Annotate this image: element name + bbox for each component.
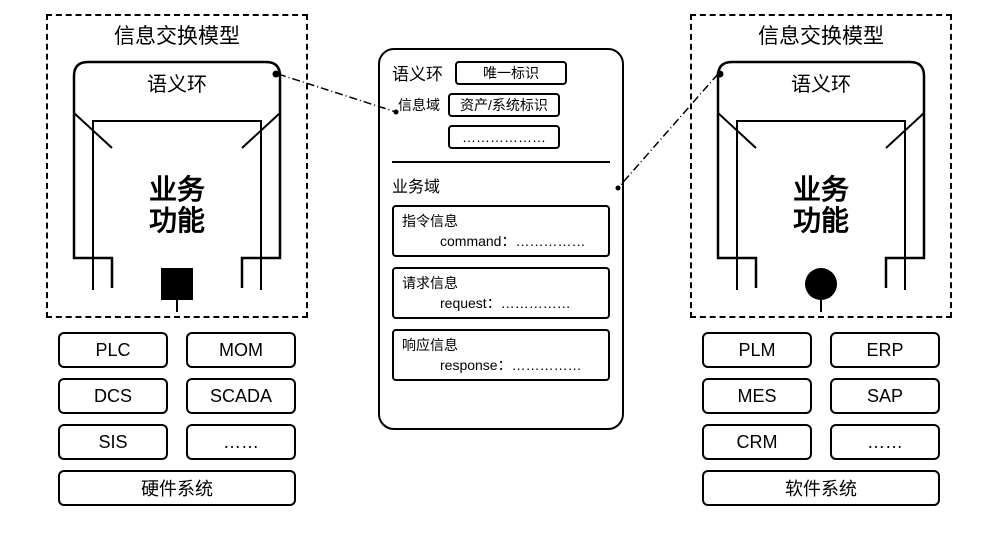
field-asset-id: 资产/系统标识 xyxy=(448,93,560,117)
tag-scada: SCADA xyxy=(186,378,296,414)
tag-dcs: DCS xyxy=(58,378,168,414)
row-command-zh: 指令信息 xyxy=(402,211,600,231)
panel-ring-label: 语义环 xyxy=(392,60,443,85)
left-model-box: 信息交换模型 语义环 业务 功能 xyxy=(46,14,308,318)
diagram-root: 信息交换模型 语义环 业务 功能 PLC MOM DCS SCADA SIS xyxy=(0,0,1000,542)
row-response-zh: 响应信息 xyxy=(402,335,600,355)
row-request-en: request：…………… xyxy=(402,293,600,313)
panel-header: 语义环 唯一标识 信息域 资产/系统标识 ……………… xyxy=(392,60,610,149)
right-business-label: 业务 功能 xyxy=(793,175,849,237)
left-connector-line xyxy=(176,290,178,312)
panel-info-label: 信息域 xyxy=(392,95,442,115)
left-business-label: 业务 功能 xyxy=(149,175,205,237)
tag-software: 软件系统 xyxy=(702,470,940,506)
row-response: 响应信息 response：…………… xyxy=(392,329,610,381)
left-tags-grid: PLC MOM DCS SCADA SIS …… 硬件系统 xyxy=(58,332,298,516)
panel-divider xyxy=(392,161,610,163)
left-inner-box: 业务 功能 xyxy=(92,120,262,290)
tag-hardware: 硬件系统 xyxy=(58,470,296,506)
row-response-en: response：…………… xyxy=(402,355,600,375)
field-blank: ……………… xyxy=(448,125,560,149)
left-ring-label: 语义环 xyxy=(62,68,292,97)
row-command: 指令信息 command：…………… xyxy=(392,205,610,257)
tag-mes: MES xyxy=(702,378,812,414)
panel-business-label: 业务域 xyxy=(392,173,610,197)
tag-plc: PLC xyxy=(58,332,168,368)
right-model-box: 信息交换模型 语义环 业务 功能 xyxy=(690,14,952,318)
tag-sap: SAP xyxy=(830,378,940,414)
tag-left-more: …… xyxy=(186,424,296,460)
right-inner-box: 业务 功能 xyxy=(736,120,906,290)
tag-right-more: …… xyxy=(830,424,940,460)
right-ring-label: 语义环 xyxy=(706,68,936,97)
field-unique-id: 唯一标识 xyxy=(455,61,567,85)
left-model-title: 信息交换模型 xyxy=(48,20,306,50)
right-connector-line xyxy=(820,290,822,312)
row-command-en: command：…………… xyxy=(402,231,600,251)
tag-erp: ERP xyxy=(830,332,940,368)
tag-plm: PLM xyxy=(702,332,812,368)
left-ring: 语义环 业务 功能 xyxy=(62,58,292,300)
row-request: 请求信息 request：…………… xyxy=(392,267,610,319)
right-tags-grid: PLM ERP MES SAP CRM …… 软件系统 xyxy=(702,332,942,516)
right-ring: 语义环 业务 功能 xyxy=(706,58,936,300)
tag-mom: MOM xyxy=(186,332,296,368)
right-model-title: 信息交换模型 xyxy=(692,20,950,50)
tag-crm: CRM xyxy=(702,424,812,460)
tag-sis: SIS xyxy=(58,424,168,460)
row-request-zh: 请求信息 xyxy=(402,273,600,293)
center-panel: 语义环 唯一标识 信息域 资产/系统标识 ……………… 业务域 指令信息 com… xyxy=(378,48,624,430)
